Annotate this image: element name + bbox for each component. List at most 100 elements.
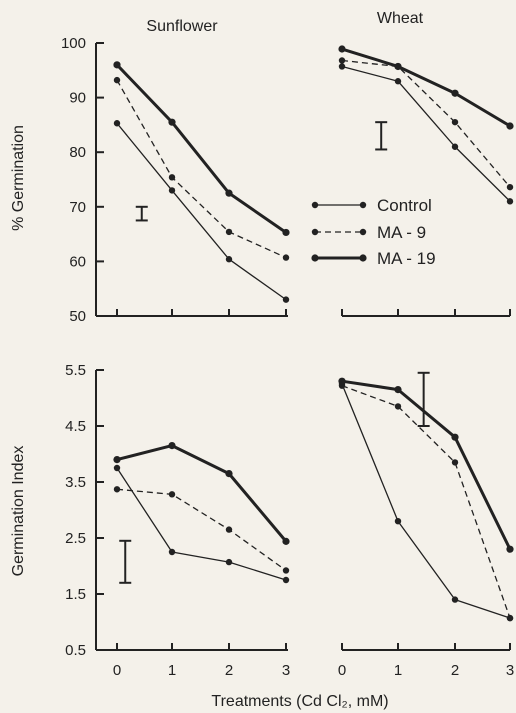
point-ma-19-2	[451, 433, 459, 441]
point-ma-9-0	[113, 76, 121, 84]
series-control	[113, 120, 290, 303]
y-tick-label-0: 0.5	[65, 642, 86, 659]
y-tick-label-5: 100	[61, 35, 86, 52]
panel-4: 0 1 2 3	[338, 371, 514, 679]
point-ma-19-0	[113, 456, 121, 464]
point-ma-9-3	[282, 567, 290, 574]
point-ma-19-3	[282, 537, 290, 545]
point-ma-9-2	[225, 526, 233, 533]
y-tick-label-0: 50	[69, 308, 86, 325]
series-line-control	[116, 122, 287, 301]
series-ma-9	[113, 76, 290, 261]
point-control-1	[168, 187, 176, 194]
point-ma-19-1	[394, 62, 402, 71]
point-ma-19-2	[451, 89, 459, 97]
series-line-ma-9	[116, 488, 287, 572]
x-tick-label-1: 1	[168, 662, 176, 679]
point-ma-9-3	[506, 614, 514, 622]
y-tick-label-2: 2.5	[65, 530, 86, 547]
legend-marker-ma-19-start	[311, 254, 319, 262]
point-ma-9-1	[168, 491, 176, 498]
legend: Control MA - 9 MA - 19	[311, 196, 436, 268]
legend-label-ma-9: MA - 9	[377, 223, 426, 242]
legend-label-ma-19: MA - 19	[377, 249, 436, 268]
point-ma-9-2	[225, 228, 233, 236]
point-control-3	[282, 296, 290, 303]
point-control-1	[168, 548, 176, 556]
y-tick-label-4: 4.5	[65, 418, 86, 435]
point-ma-9-1	[394, 403, 402, 410]
panel-2	[338, 45, 514, 317]
error-bar	[119, 539, 132, 584]
series-line-ma-19	[115, 63, 287, 234]
point-control-1	[394, 518, 402, 525]
series-ma-19	[113, 61, 290, 237]
x-tick-label-3: 3	[506, 662, 514, 679]
legend-label-control: Control	[377, 196, 432, 215]
point-control-2	[451, 143, 459, 150]
point-ma-19-3	[282, 228, 290, 237]
point-ma-19-2	[225, 470, 233, 478]
series-ma-9	[338, 57, 514, 191]
x-tick-label-0: 0	[113, 662, 121, 679]
point-ma-9-0	[338, 57, 346, 64]
legend-marker-ma-19-end	[359, 254, 367, 262]
point-control-0	[113, 464, 121, 472]
y-axis-label-germination-percent: % Germination	[10, 125, 27, 231]
point-ma-19-0	[338, 377, 346, 385]
legend-marker-control-end	[359, 201, 367, 209]
point-ma-9-2	[451, 459, 459, 466]
series-ma-19	[338, 377, 514, 553]
x-tick-label-2: 2	[451, 662, 459, 679]
point-ma-19-0	[113, 61, 121, 69]
point-control-2	[451, 596, 459, 603]
point-ma-19-2	[225, 189, 233, 197]
point-control-2	[225, 256, 233, 263]
legend-marker-control-start	[311, 201, 319, 209]
y-tick-label-5: 5.5	[65, 362, 86, 379]
point-ma-9-2	[451, 118, 459, 126]
point-control-3	[282, 576, 290, 584]
y-tick-label-1: 60	[69, 253, 86, 270]
point-control-1	[394, 78, 402, 85]
point-control-2	[225, 558, 233, 566]
point-ma-9-3	[506, 183, 514, 191]
panels: 50 60 70 80 90 100 0 1 2 3 0.5 1.5 2.5 3.5 4.5 5.5 0 1 2 3	[61, 35, 514, 679]
series-line-ma-19	[341, 47, 511, 128]
panel-3: 0 1 2 3 0.5 1.5 2.5 3.5 4.5 5.5	[65, 362, 290, 679]
y-tick-label-3: 80	[69, 144, 86, 161]
legend-entry-ma-9: MA - 9	[311, 223, 426, 242]
point-ma-9-0	[113, 486, 121, 493]
series-line-control	[116, 467, 287, 581]
series-line-ma-19	[116, 444, 288, 543]
y-tick-label-1: 1.5	[65, 586, 86, 603]
point-ma-19-3	[506, 545, 514, 553]
series-control	[338, 63, 514, 205]
y-axis-label-germination-index: Germination Index	[10, 446, 27, 577]
series-line-control	[341, 65, 511, 202]
error-bar	[375, 121, 388, 151]
error-bar	[417, 371, 430, 427]
point-ma-9-1	[168, 174, 176, 181]
x-tick-label-2: 2	[225, 662, 233, 679]
legend-entry-ma-19: MA - 19	[311, 249, 436, 268]
series-control	[113, 464, 290, 584]
point-ma-19-1	[394, 386, 402, 394]
series-ma-19	[113, 442, 290, 545]
panel-title-wheat: Wheat	[377, 10, 424, 27]
point-ma-19-1	[168, 118, 176, 126]
y-tick-label-4: 90	[69, 90, 86, 107]
point-ma-19-0	[338, 45, 346, 53]
x-tick-label-3: 3	[282, 662, 290, 679]
x-axis-label: Treatments (Cd Cl₂, mM)	[211, 693, 388, 710]
point-ma-9-3	[282, 254, 290, 261]
y-tick-label-3: 3.5	[65, 474, 86, 491]
point-ma-19-3	[506, 122, 514, 130]
series-line-control	[341, 383, 511, 619]
x-tick-label-1: 1	[394, 662, 402, 679]
panel-title-sunflower: Sunflower	[146, 18, 218, 35]
point-control-0	[338, 63, 346, 70]
series-ma-19	[338, 45, 514, 130]
series-line-ma-9	[116, 79, 287, 259]
